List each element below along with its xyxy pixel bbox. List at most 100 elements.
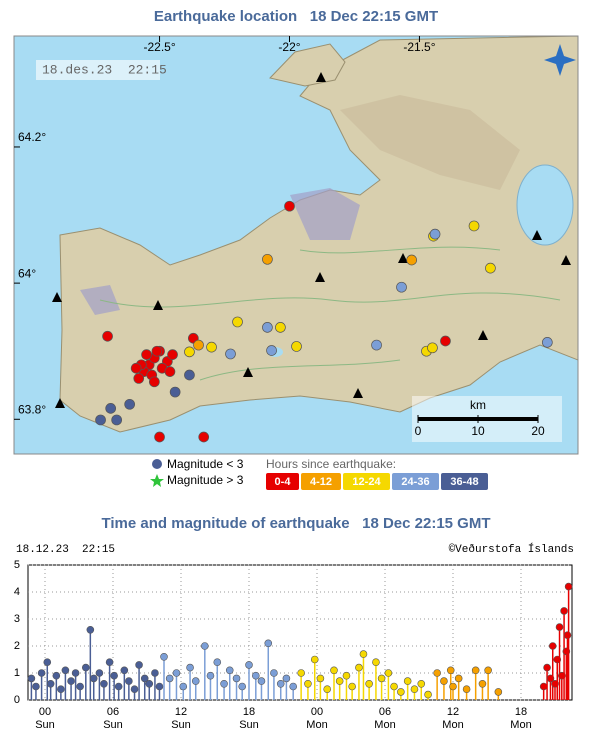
point xyxy=(191,677,200,685)
point xyxy=(82,663,90,672)
point xyxy=(403,677,412,685)
map-frame xyxy=(13,35,579,455)
point xyxy=(37,669,46,677)
legend-label: 0-4 xyxy=(275,476,292,488)
point xyxy=(135,661,143,669)
lon-tick-label: -21.5° xyxy=(403,40,435,54)
legend-title: Hours since earthquake: xyxy=(266,457,396,471)
point xyxy=(449,682,457,691)
point xyxy=(289,682,298,691)
chart-timestamp: 18.12.23 22:15 xyxy=(16,544,115,556)
point xyxy=(365,679,373,688)
point xyxy=(564,582,573,591)
quake xyxy=(141,349,152,360)
point xyxy=(27,674,36,683)
y-tick-label: 4 xyxy=(14,586,20,598)
quake xyxy=(124,398,136,410)
point xyxy=(252,671,260,680)
quake xyxy=(468,220,480,232)
point xyxy=(270,669,278,677)
quake xyxy=(193,339,204,351)
point xyxy=(67,677,75,685)
quake xyxy=(275,322,286,333)
lon-tick-label: -22° xyxy=(278,40,300,54)
legend-badge xyxy=(301,473,341,490)
quake xyxy=(164,366,176,377)
point xyxy=(342,671,351,680)
point xyxy=(225,666,234,675)
legend-symbol xyxy=(150,474,164,487)
point xyxy=(335,677,344,685)
map-timestamp: 18.des.23 22:15 xyxy=(42,62,167,77)
point xyxy=(424,690,432,699)
lava-field xyxy=(290,188,360,240)
point xyxy=(114,682,123,691)
scale-tick-label: 10 xyxy=(471,424,485,438)
x-tick-label: 06 xyxy=(379,706,391,718)
point xyxy=(213,658,222,667)
point xyxy=(165,674,174,683)
point xyxy=(384,669,393,677)
point xyxy=(238,682,246,691)
timestamp-box xyxy=(36,60,160,80)
point xyxy=(433,669,441,677)
quake xyxy=(151,345,163,357)
point xyxy=(471,666,480,675)
quake xyxy=(198,431,210,443)
quake xyxy=(184,346,195,358)
x-tick-day: Sun xyxy=(239,719,259,731)
point xyxy=(410,685,419,694)
point xyxy=(539,682,548,691)
road xyxy=(99,246,561,381)
point xyxy=(348,682,356,691)
point xyxy=(145,679,154,688)
x-tick-day: Mon xyxy=(442,719,463,731)
legend-label: Magnitude < 3 xyxy=(167,457,244,471)
quake xyxy=(406,254,418,266)
x-tick-label: 18 xyxy=(243,706,255,718)
land xyxy=(269,43,346,87)
point xyxy=(446,666,455,675)
point xyxy=(151,669,159,677)
quake xyxy=(266,345,277,356)
quake xyxy=(225,348,236,360)
y-tick-label: 5 xyxy=(14,559,20,571)
x-tick-label: 12 xyxy=(175,706,187,718)
quake xyxy=(485,262,496,274)
quake xyxy=(262,322,273,333)
quake xyxy=(111,414,123,426)
plot-frame xyxy=(27,564,573,701)
point xyxy=(264,639,273,648)
x-tick-label: 12 xyxy=(447,706,459,718)
legend-label: Magnitude > 3 xyxy=(167,473,244,487)
quake xyxy=(167,349,178,360)
point xyxy=(155,682,164,691)
lon-tick-label: -22.5° xyxy=(143,40,175,54)
point xyxy=(120,666,129,675)
point xyxy=(484,666,492,675)
point xyxy=(201,642,209,650)
point xyxy=(282,674,291,683)
point xyxy=(206,671,215,680)
point xyxy=(462,685,471,694)
x-tick-day: Mon xyxy=(306,719,327,731)
quake xyxy=(206,341,217,353)
x-tick-day: Mon xyxy=(510,719,531,731)
quake xyxy=(291,341,302,352)
x-tick-label: 06 xyxy=(107,706,119,718)
point xyxy=(140,674,149,683)
quake xyxy=(184,369,195,381)
quake xyxy=(541,337,553,348)
scale-tick-label: 20 xyxy=(531,424,545,438)
y-tick-label: 3 xyxy=(14,613,20,625)
legend-badge xyxy=(392,473,439,490)
lat-tick-label: 64.2° xyxy=(18,130,46,144)
quake xyxy=(396,281,407,293)
point xyxy=(377,674,386,683)
legend-symbol xyxy=(152,459,162,469)
point xyxy=(359,650,368,658)
point xyxy=(297,669,305,677)
point xyxy=(89,674,98,683)
